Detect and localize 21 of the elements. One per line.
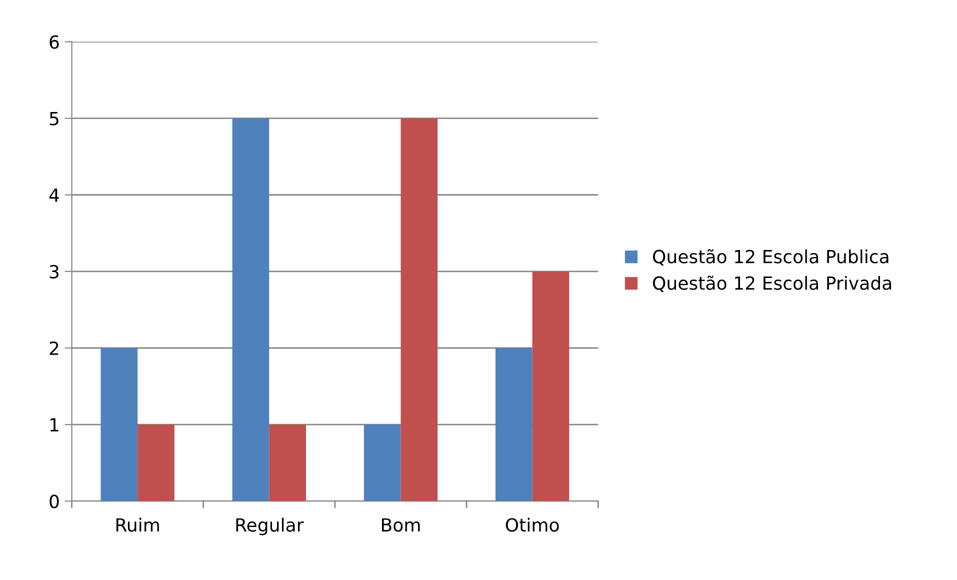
- y-tick-label: 2: [50, 341, 58, 355]
- bar: [232, 118, 270, 502]
- bar: [532, 271, 570, 502]
- y-tick-label: 5: [50, 112, 58, 126]
- legend-label: Questão 12 Escola Privada: [653, 276, 892, 292]
- bar: [100, 348, 138, 502]
- x-tick-label: Bom: [382, 518, 420, 532]
- x-tick-label: Ruim: [116, 518, 159, 532]
- x-tick-label: Regular: [236, 518, 304, 536]
- bar: [269, 424, 306, 502]
- x-tick-label: Otimo: [506, 518, 559, 532]
- y-tick-label: 1: [50, 418, 58, 432]
- bar: [138, 424, 174, 502]
- bar: [495, 348, 532, 502]
- bar: [364, 424, 401, 502]
- bar: [400, 118, 438, 502]
- y-tick-label: 4: [49, 188, 59, 202]
- y-tick-label: 3: [50, 264, 59, 279]
- legend-label: Questão 12 Escola Publica: [653, 249, 888, 266]
- y-tick-label: 0: [50, 494, 59, 508]
- y-tick-label: 6: [50, 35, 59, 49]
